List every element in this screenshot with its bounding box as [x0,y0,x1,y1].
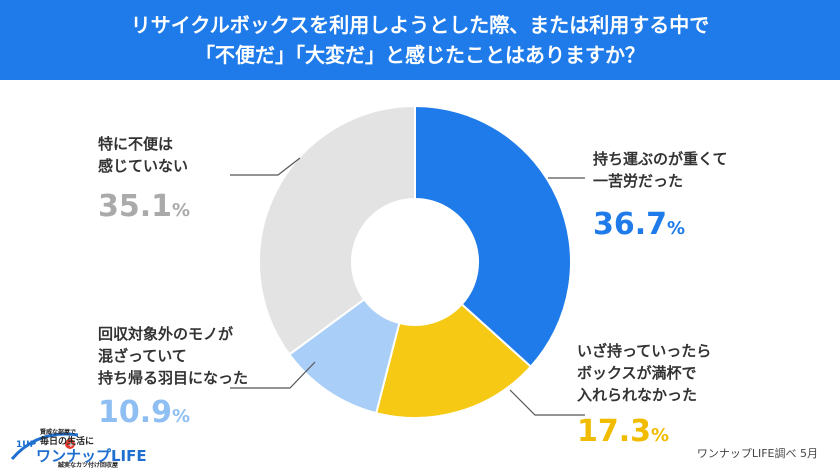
logo-tagline: 誠実なカツ付け回収屋 [58,462,119,469]
chart-title-line-1: リサイクルボックスを利用しようとした際、または利用する中で [130,13,710,37]
leader-lines [230,157,585,416]
label-full-line-2: ボックスが満杯で [577,364,697,382]
value-heavy-number: 36.7 [593,207,668,242]
logo-plus-one: +1 [68,441,79,449]
label-full: いざ持っていったら ボックスが満杯で 入れられなかった [577,340,711,406]
value-mixed: 10.9% [98,395,190,430]
label-none-line-1: 特に不便は [98,135,174,153]
value-heavy: 36.7% [593,207,685,242]
label-full-line-3: 入れられなかった [577,386,698,404]
label-mixed-line-1: 回収対象外のモノが [98,325,234,343]
label-full-line-1: いざ持っていったら [577,342,712,360]
logo-brand-name: ワンナップLIFE [36,447,147,465]
chart-title-line-2: 「不便だ」「大変だ」と感じたことはありますか？ [195,43,645,67]
value-none: 35.1% [98,189,190,224]
label-mixed-line-3: 持ち帰る羽目になった [98,369,249,387]
value-full-number: 17.3 [577,414,652,449]
value-none-number: 35.1 [98,189,173,224]
logo-tag: 1UP [16,440,37,450]
value-mixed-percent: % [172,406,191,427]
logo-swoosh-icon [10,432,79,460]
logo-small-text-2: 毎日の生活に [40,437,95,447]
label-mixed-line-2: 混ざっていて [98,347,187,365]
slice-none [258,104,416,356]
label-mixed: 回収対象外のモノが 混ざっていて 持ち帰る羽目になった [98,323,248,389]
brand-logo: 1UP 賢威な部屋で 毎日の生活に +1 ワンナップLIFE 誠実なカツ付け回収… [8,425,158,469]
leader-line-full [509,389,585,416]
value-heavy-percent: % [667,218,686,239]
value-mixed-number: 10.9 [98,395,173,430]
label-heavy: 持ち運ぶのが重くて 一苦労だった [593,148,728,192]
source-note: ワンナップLIFE調べ 5月 [696,447,818,460]
label-heavy-line-2: 一苦労だった [593,172,684,190]
chart-title-banner: リサイクルボックスを利用しようとした際、または利用する中で 「不便だ」「大変だ」… [0,0,840,80]
slice-heavy [414,104,572,369]
value-none-percent: % [172,200,191,221]
value-full: 17.3% [577,414,669,449]
label-heavy-line-1: 持ち運ぶのが重くて [593,150,728,168]
leader-line-mixed [230,361,316,389]
label-none: 特に不便は 感じていない [98,133,188,177]
donut-slices [258,104,572,419]
leader-line-none [230,157,301,176]
slice-full [374,302,533,419]
label-none-line-2: 感じていない [98,157,189,175]
value-full-percent: % [651,425,670,446]
logo-small-text-1: 賢威な部屋で [40,429,77,436]
